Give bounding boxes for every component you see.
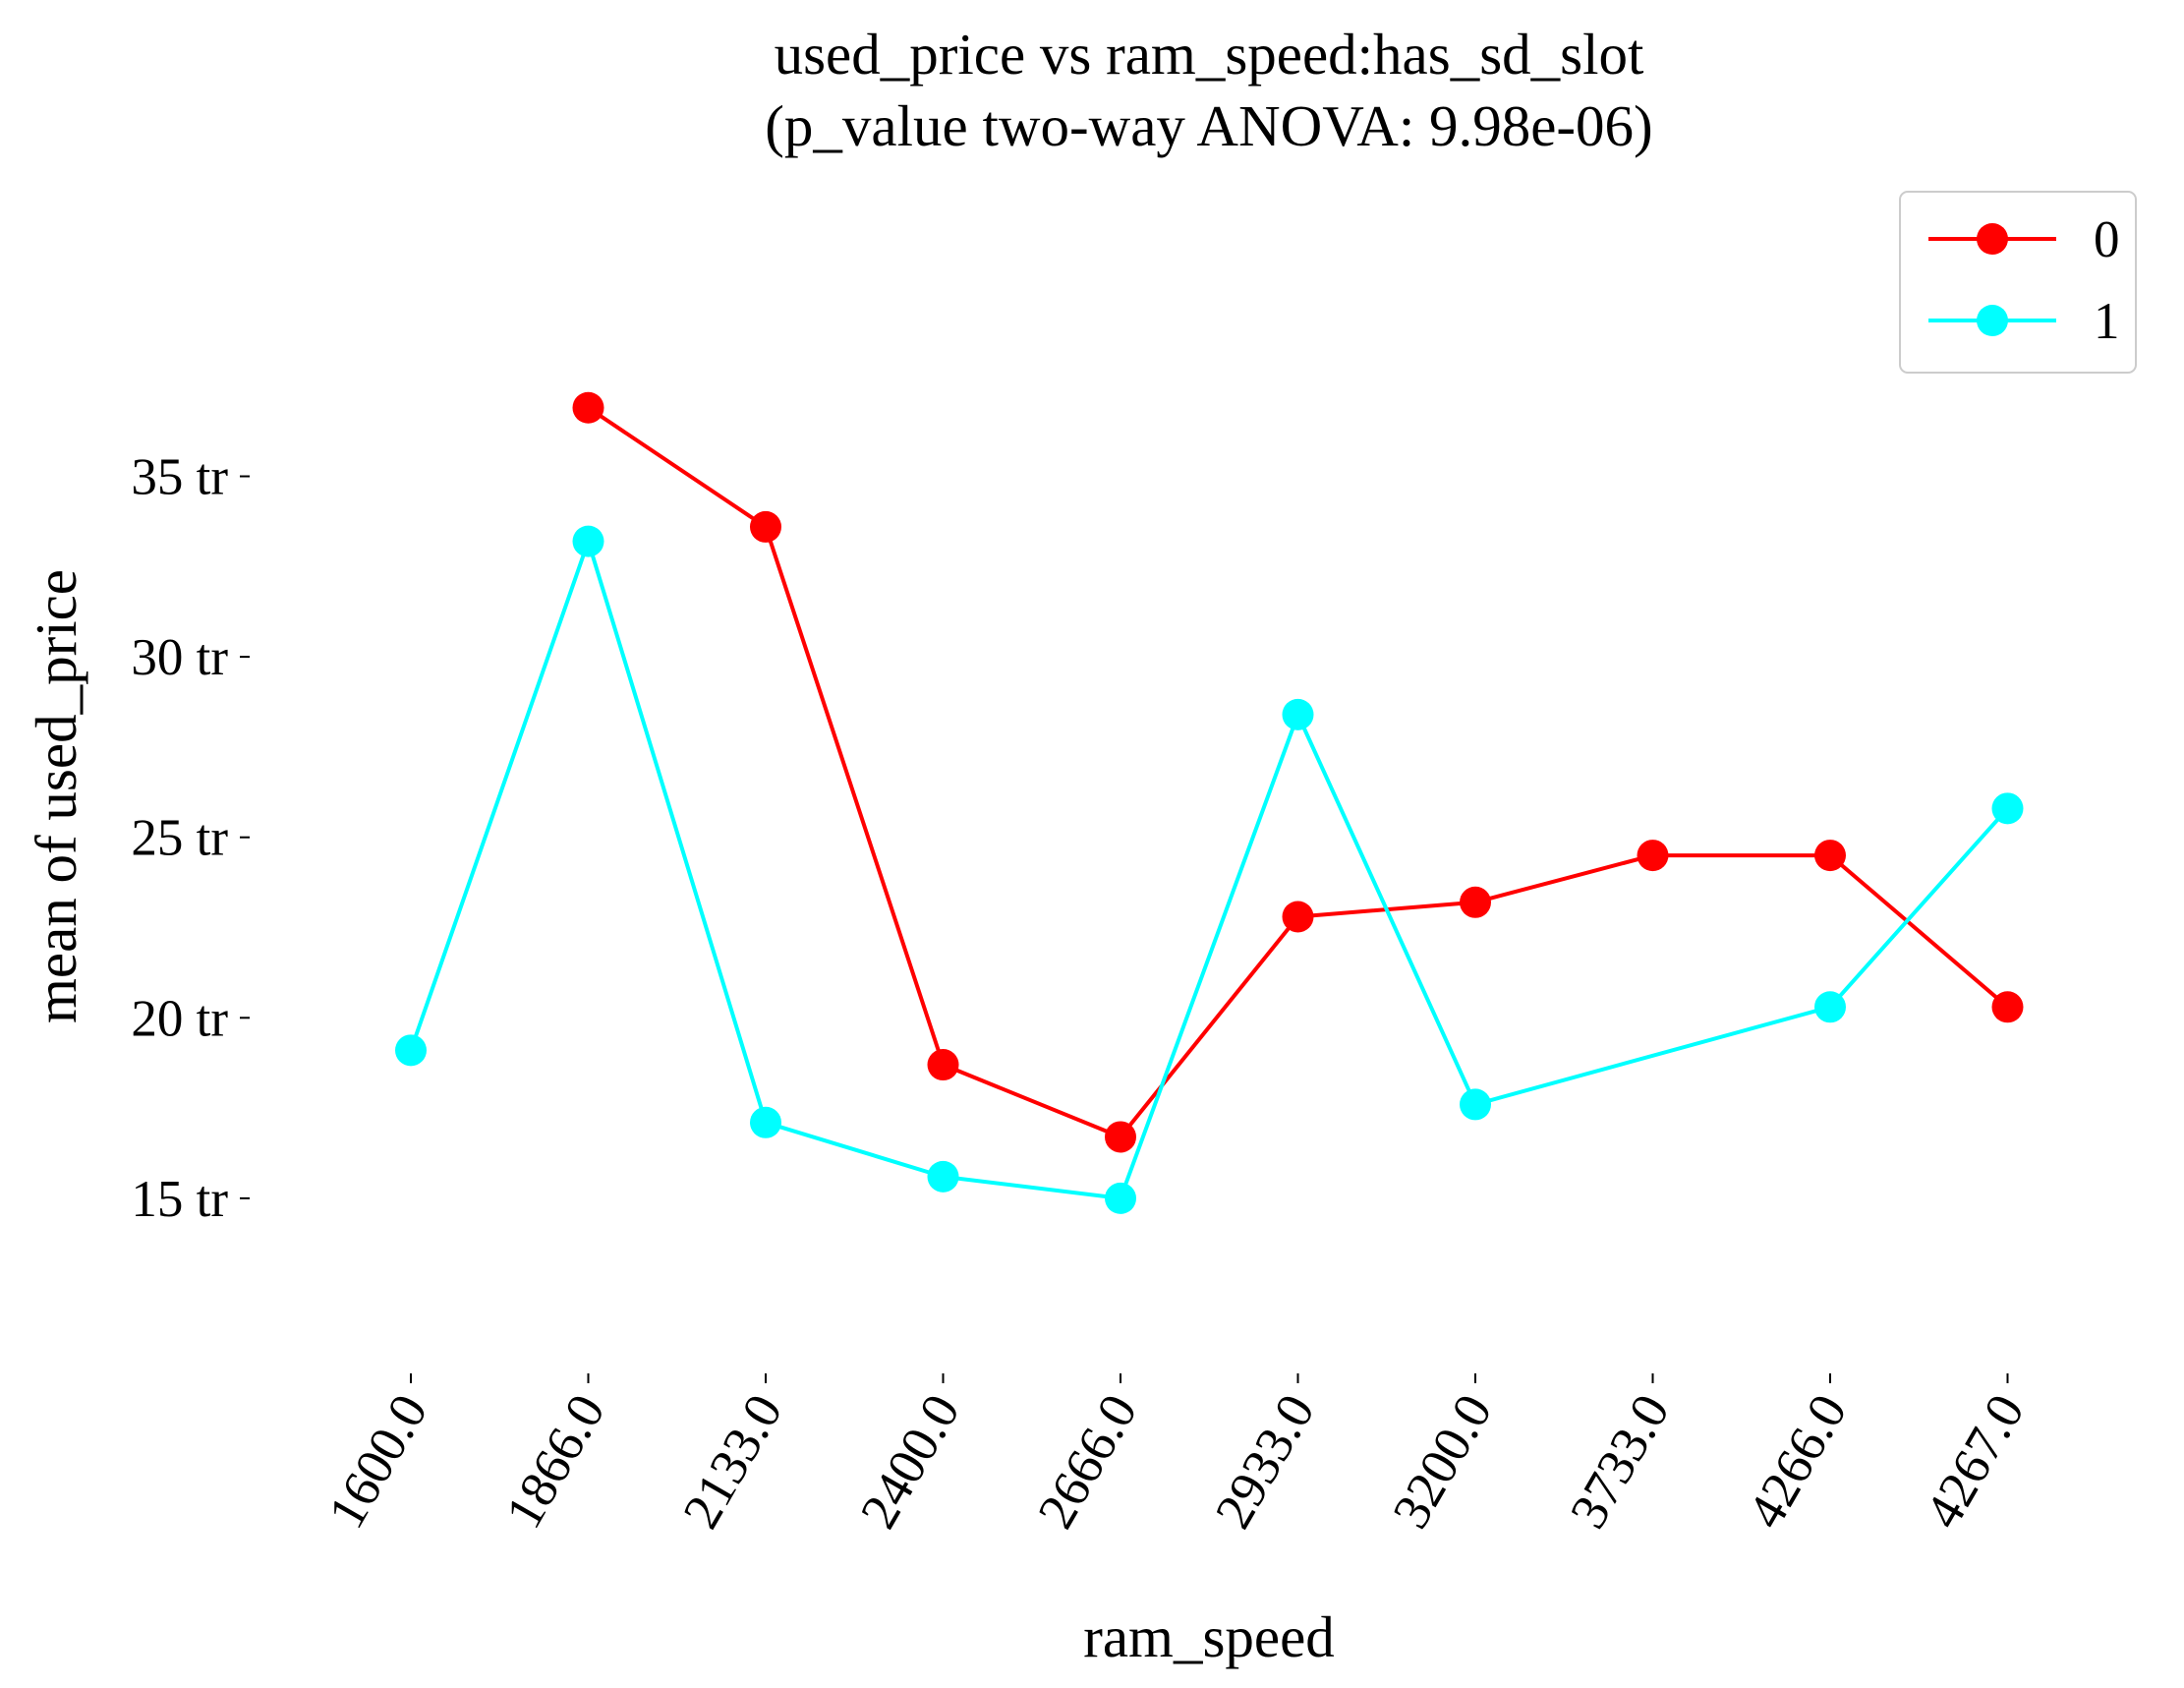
x-tick-label: 4266.0 xyxy=(1737,1385,1858,1538)
data-point xyxy=(1282,901,1314,933)
legend-label: 0 xyxy=(2094,211,2120,268)
data-point xyxy=(1991,792,2024,825)
legend-label: 1 xyxy=(2094,293,2120,350)
data-point xyxy=(1814,991,1846,1023)
x-tick-label: 2666.0 xyxy=(1027,1385,1148,1538)
x-tick-label: 2400.0 xyxy=(850,1385,971,1538)
series-0 xyxy=(572,391,2024,1153)
data-point xyxy=(1637,840,1669,872)
data-point xyxy=(1814,840,1846,872)
data-point xyxy=(1105,1121,1136,1153)
y-tick-label: 30 tr xyxy=(131,629,228,686)
x-axis-ticks: 1600.0 1866.0 2133.0 2400.0 2666.0 2933.0 3200… xyxy=(317,1373,2036,1538)
x-tick-label: 1866.0 xyxy=(495,1385,616,1538)
y-axis-label: mean of used_price xyxy=(24,569,88,1023)
y-tick-label: 15 tr xyxy=(131,1171,228,1228)
series-lines xyxy=(395,391,2024,1214)
data-point xyxy=(1282,698,1314,730)
legend-marker xyxy=(1977,305,2008,336)
data-point xyxy=(1105,1182,1136,1214)
legend-marker xyxy=(1977,223,2008,255)
data-point xyxy=(750,1106,781,1138)
x-tick-label: 3200.0 xyxy=(1382,1385,1503,1538)
series-line xyxy=(409,539,2009,1200)
data-point xyxy=(927,1160,959,1193)
data-point xyxy=(1460,886,1491,918)
chart-subtitle: (p_value two-way ANOVA: 9.98e-06) xyxy=(765,93,1652,158)
legend: 01 xyxy=(1899,191,2137,374)
data-point xyxy=(395,1034,427,1067)
data-point xyxy=(572,525,604,557)
data-point xyxy=(1991,991,2024,1023)
y-tick-label: 25 tr xyxy=(131,810,228,867)
y-axis-ticks: 15 tr 20 tr 25 tr 30 tr 35 tr xyxy=(131,449,250,1228)
x-tick-label: 3733.0 xyxy=(1560,1385,1681,1538)
x-tick-label: 2933.0 xyxy=(1205,1385,1326,1538)
y-tick-label: 35 tr xyxy=(131,449,228,506)
series-1 xyxy=(395,525,2024,1214)
data-point xyxy=(927,1049,959,1081)
data-point xyxy=(750,510,781,543)
series-line xyxy=(587,406,2009,1139)
x-tick-label: 4267.0 xyxy=(1915,1385,2036,1538)
x-tick-label: 2133.0 xyxy=(672,1385,793,1538)
chart-title: used_price vs ram_speed:has_sd_slot xyxy=(775,22,1644,87)
data-point xyxy=(572,391,604,424)
data-point xyxy=(1460,1088,1491,1121)
x-tick-label: 1600.0 xyxy=(317,1385,438,1538)
x-axis-label: ram_speed xyxy=(1083,1604,1335,1669)
y-tick-label: 20 tr xyxy=(131,990,228,1047)
